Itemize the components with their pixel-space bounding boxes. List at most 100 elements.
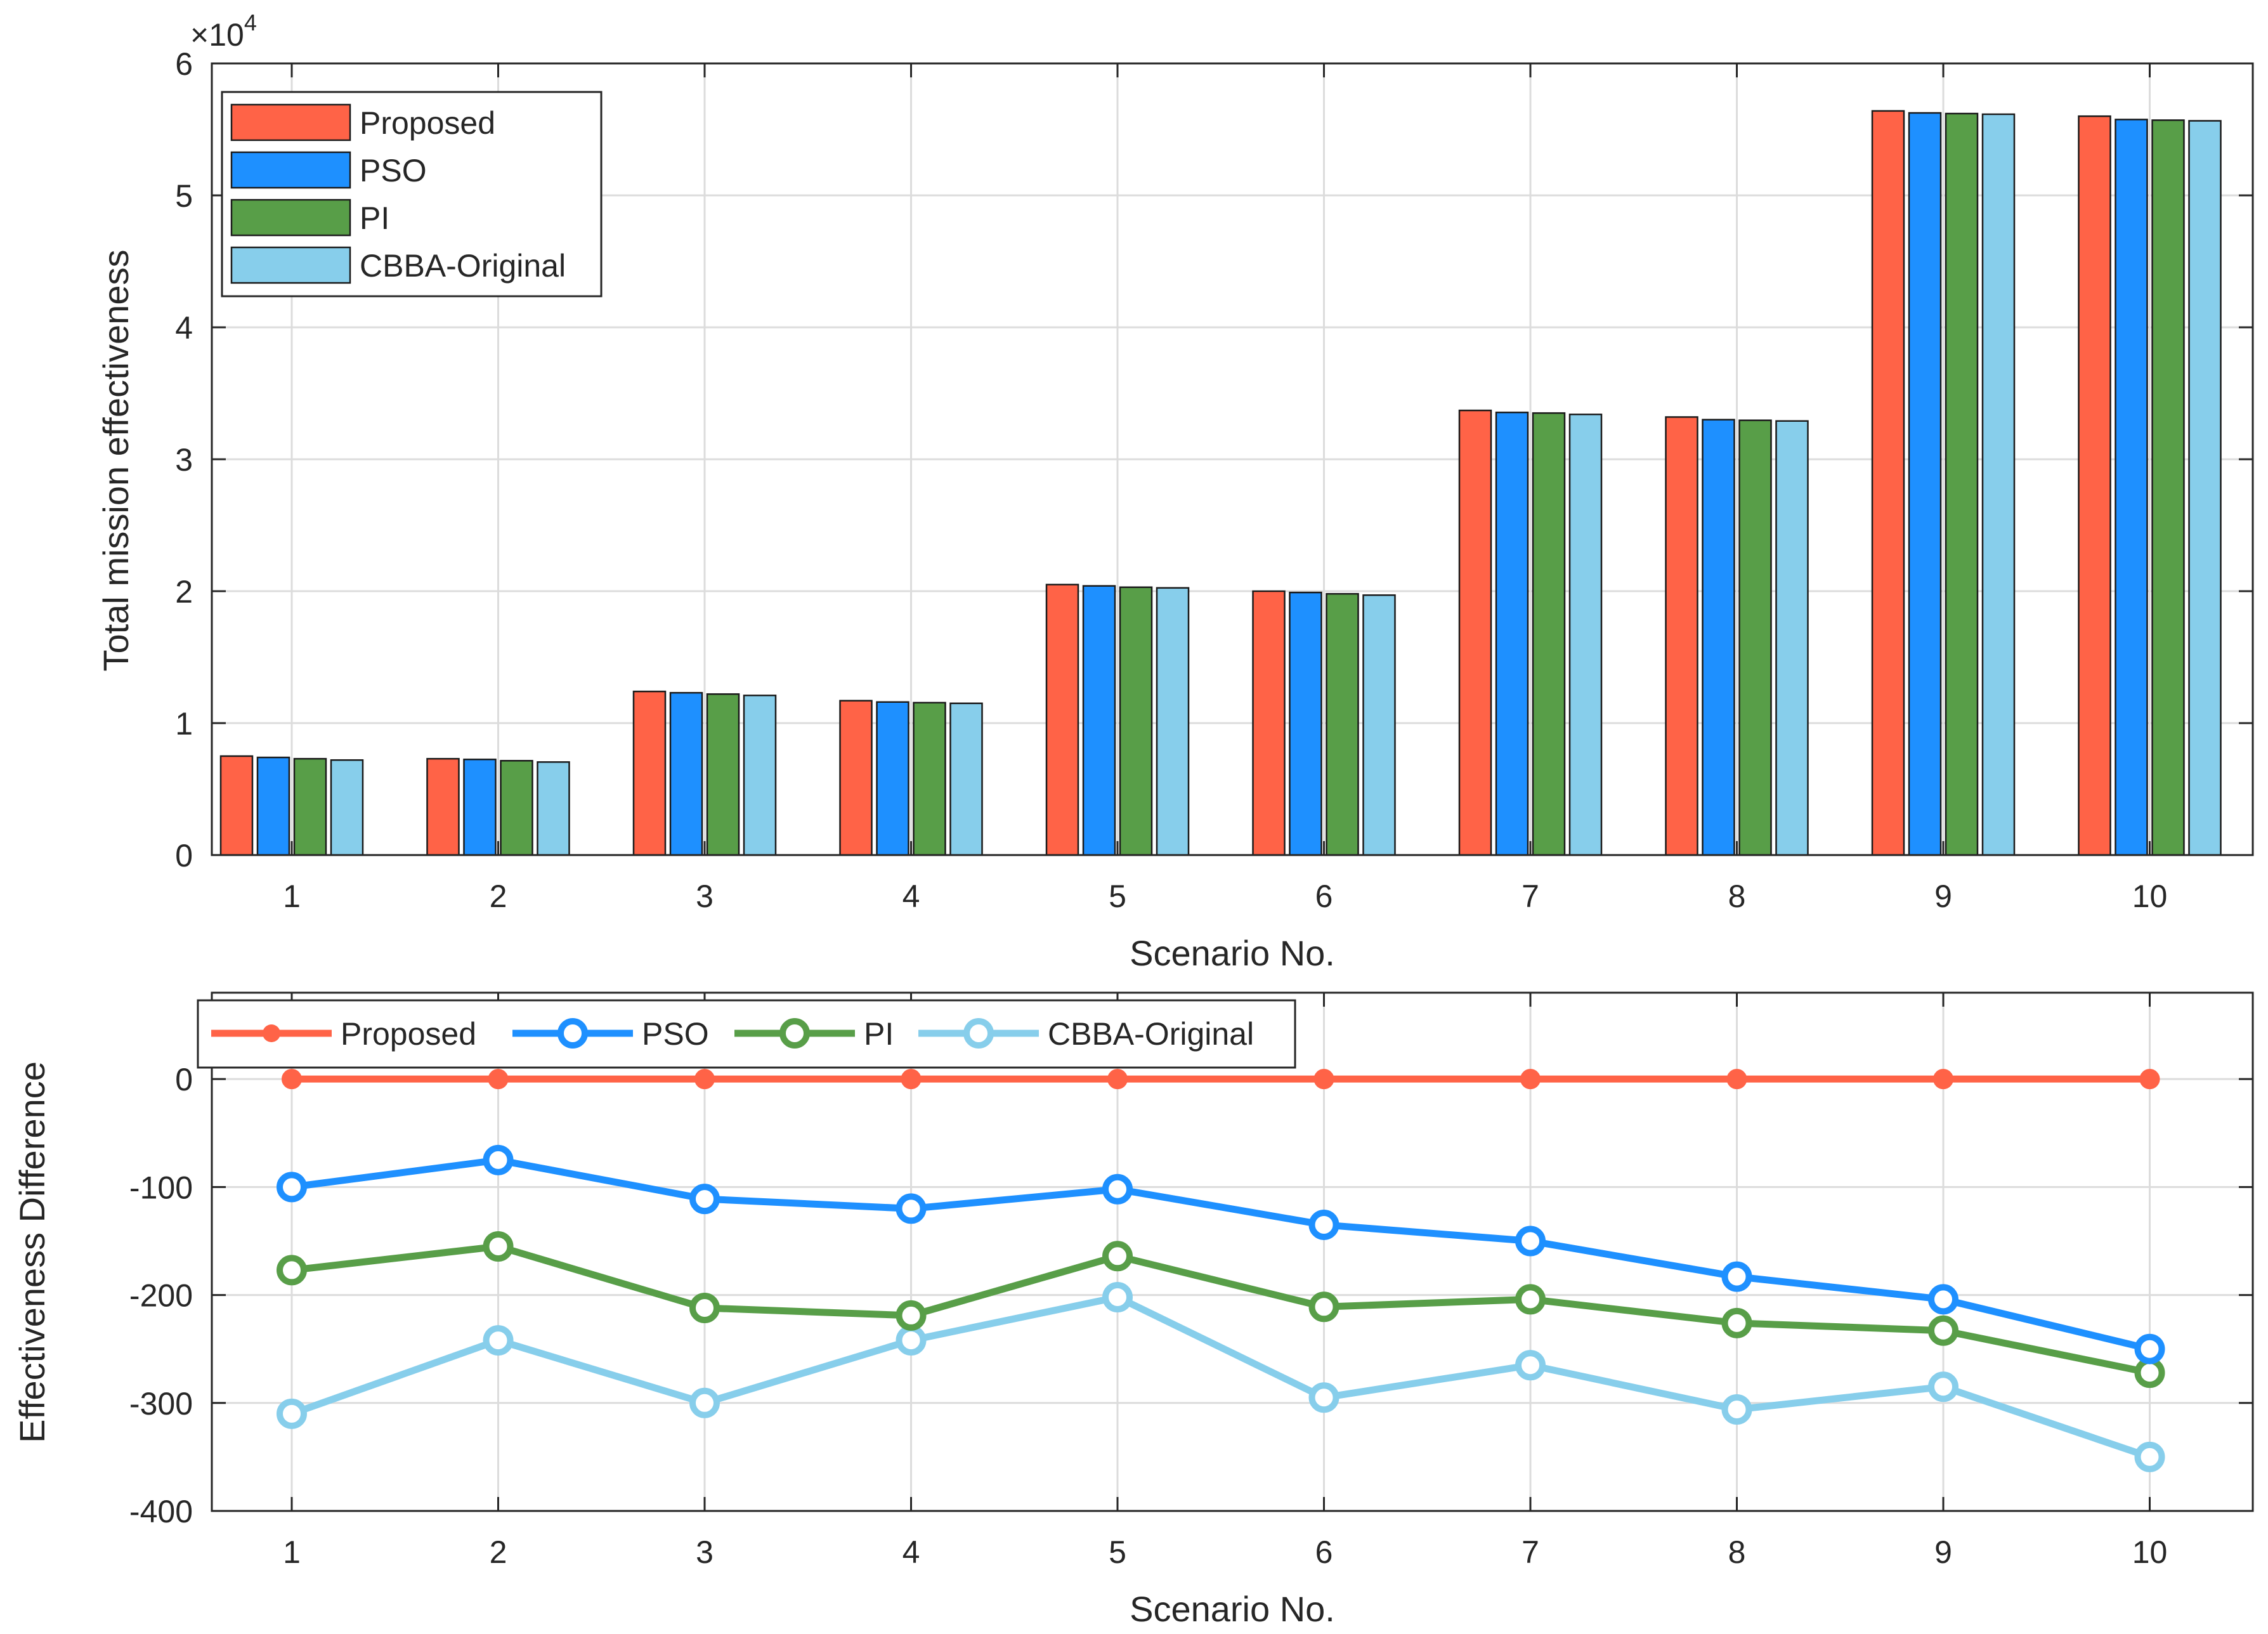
bar-pi-scenario-4 [913,702,946,856]
line-chart-x-tick-label: 10 [2132,1534,2168,1570]
point-proposed-scenario-4 [901,1069,922,1090]
line-chart-y-tick-labels: 0 -100 -200 -300 -400 [129,1062,193,1529]
line-chart-x-tick-label: 1 [283,1534,301,1570]
bar-proposed-scenario-8 [1665,416,1698,856]
point-cbba-original-scenario-10 [2134,1441,2165,1472]
point-cbba-original-scenario-8 [1721,1394,1752,1425]
line-chart-x-tick-label: 9 [1934,1534,1952,1570]
line-chart-x-tick-label: 5 [1109,1534,1126,1570]
line-chart-axes-box [211,991,2254,1512]
bar-cbba-original-scenario-6 [1362,594,1396,856]
bar-proposed-scenario-4 [839,700,873,856]
line-chart-legend-marker [557,1018,588,1049]
bar-pi-scenario-5 [1119,586,1153,856]
line-chart-legend: Proposed PSO PI CBBA-Original [197,999,1296,1069]
bar-cbba-original-scenario-3 [743,695,777,856]
bar-chart-x-tick-label: 10 [2132,879,2168,914]
bar-pi-scenario-6 [1326,592,1359,856]
point-proposed-scenario-2 [488,1069,509,1090]
bar-cbba-original-scenario-7 [1568,414,1603,856]
line-chart-y-tick-label: -300 [129,1386,193,1422]
bar-chart-x-tick-label: 6 [1315,879,1333,914]
point-pso-scenario-2 [483,1144,514,1175]
point-proposed-scenario-5 [1107,1069,1128,1090]
bar-chart-x-tick-label: 7 [1522,879,1539,914]
bar-pi-scenario-8 [1738,419,1772,856]
bar-chart-legend-swatch [230,199,351,237]
point-proposed-scenario-10 [2139,1069,2160,1090]
point-cbba-original-scenario-7 [1515,1350,1546,1381]
point-pso-scenario-8 [1721,1261,1752,1292]
bar-cbba-original-scenario-10 [2188,120,2222,856]
bar-chart-legend-label: PSO [360,153,427,188]
bar-pso-scenario-6 [1289,591,1322,856]
point-pso-scenario-1 [277,1172,307,1203]
bar-chart-x-tick-label: 2 [490,879,507,914]
line-chart-legend-marker [263,1024,280,1042]
bar-chart-legend-label: Proposed [360,105,495,141]
line-chart-y-tick-label: -400 [129,1494,193,1529]
line-cbba-original [290,1293,2151,1461]
bar-proposed-scenario-6 [1252,590,1286,856]
point-pi-scenario-6 [1308,1291,1339,1323]
bar-proposed-scenario-5 [1045,584,1079,856]
point-proposed-scenario-6 [1313,1069,1334,1090]
bar-chart-y-tick-labels: 0 1 2 3 4 5 6 [175,46,193,873]
point-pi-scenario-4 [896,1300,927,1331]
point-pso-scenario-9 [1928,1284,1958,1315]
bar-proposed-scenario-3 [632,690,667,856]
point-pi-scenario-7 [1515,1284,1546,1315]
bar-pi-scenario-1 [293,757,327,856]
point-proposed-scenario-8 [1726,1069,1747,1090]
line-pi [291,1243,2151,1376]
bar-cbba-original-scenario-9 [1981,113,2016,856]
point-proposed-scenario-1 [282,1069,302,1090]
bar-cbba-original-scenario-8 [1775,420,1809,856]
line-chart-y-axis-label: Effectiveness Difference [12,1061,52,1443]
bar-chart-panel: 0 1 2 3 4 5 6 1 2 3 4 5 6 7 8 9 10 ×104 Total mission e… [96,10,2254,973]
bar-chart-legend-entries: Proposed PSO PI CBBA-Original [230,103,566,284]
bar-chart-x-tick-label: 3 [696,879,714,914]
bar-chart-x-axis-label: Scenario No. [1130,933,1335,973]
bar-pso-scenario-5 [1082,585,1116,856]
bar-chart-ticks [212,62,2253,856]
line-chart-x-axis-label: Scenario No. [1130,1589,1335,1629]
bar-chart-legend-swatch [230,103,351,141]
point-cbba-original-scenario-4 [896,1325,927,1356]
point-cbba-original-scenario-3 [689,1387,720,1418]
point-proposed-scenario-7 [1520,1069,1541,1090]
point-cbba-original-scenario-9 [1928,1371,1958,1402]
line-chart-legend-marker [963,1018,994,1049]
line-chart-y-tick-label: -200 [129,1278,193,1314]
bar-chart-y-exponent: ×104 [190,10,257,53]
point-cbba-original-scenario-1 [277,1398,307,1429]
line-chart-x-tick-label: 7 [1522,1534,1539,1570]
bar-pso-scenario-10 [2115,119,2148,856]
bar-chart-x-tick-label: 4 [903,879,920,914]
bar-chart-y-tick-label: 5 [175,178,193,214]
line-chart-y-tick-label: 0 [175,1062,193,1097]
point-pi-scenario-10 [2134,1357,2165,1389]
bar-chart-legend-swatch [230,151,351,189]
point-pso-scenario-6 [1308,1209,1339,1240]
line-chart-x-tick-label: 8 [1728,1534,1746,1570]
bar-proposed-scenario-1 [219,755,254,856]
bar-proposed-scenario-9 [1871,110,1905,856]
bar-chart-legend: Proposed PSO PI CBBA-Original [221,91,603,297]
line-chart-legend-entries: Proposed PSO PI CBBA-Original [211,1016,1254,1052]
bar-pso-scenario-1 [256,756,290,856]
bar-cbba-original-scenario-4 [949,702,983,856]
bar-chart-legend-label: PI [360,200,389,236]
bar-cbba-original-scenario-1 [330,759,364,856]
line-chart-x-tick-label: 2 [490,1534,507,1570]
point-pso-scenario-10 [2134,1333,2165,1364]
bar-pso-scenario-9 [1908,112,1942,856]
point-pi-scenario-5 [1102,1241,1133,1272]
line-chart-y-tick-label: -100 [129,1170,193,1205]
point-proposed-scenario-3 [694,1069,715,1090]
bar-chart-x-tick-label: 5 [1109,879,1126,914]
line-chart-x-tick-label: 4 [903,1534,920,1570]
point-pso-scenario-7 [1515,1226,1546,1257]
bar-cbba-original-scenario-5 [1156,587,1190,856]
line-chart-legend-label: Proposed [341,1016,476,1052]
